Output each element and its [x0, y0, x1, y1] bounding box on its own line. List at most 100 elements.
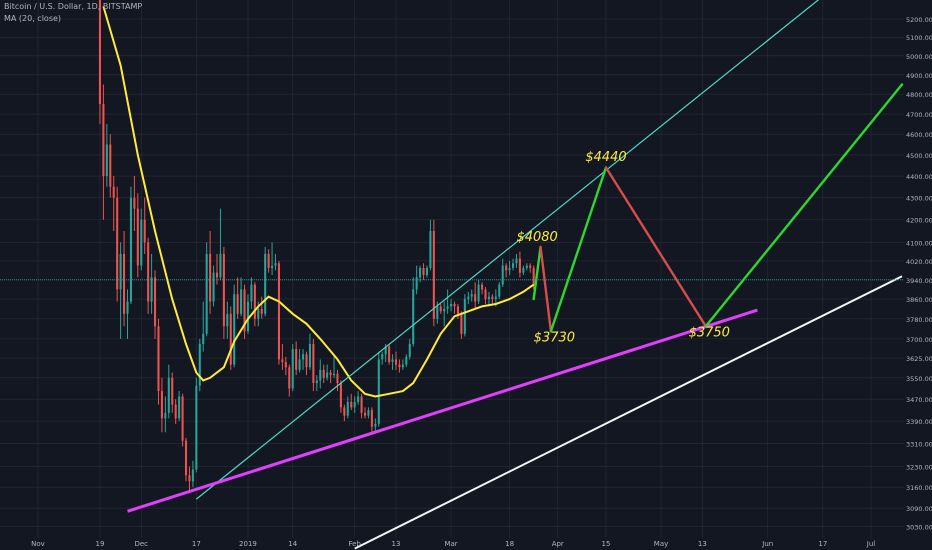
candle-body: [470, 294, 473, 297]
candle-body: [181, 396, 184, 441]
candle-body: [425, 267, 429, 276]
projection-segment-down: [539, 245, 553, 333]
candle-body: [412, 289, 415, 344]
candle-body: [288, 367, 291, 389]
candle-body: [336, 373, 339, 384]
price-annotation: $3730: [534, 330, 575, 345]
candle-body: [233, 294, 236, 365]
candle-body: [415, 277, 418, 290]
candle-body: [243, 289, 246, 332]
price-tick-label: 4900.00: [906, 72, 932, 80]
candle-body: [295, 349, 298, 370]
price-tick-label: 4500.00: [906, 152, 932, 160]
candle-body: [384, 346, 387, 355]
candle-body: [147, 242, 150, 302]
candle-body: [515, 258, 518, 264]
candle-body: [446, 306, 449, 309]
candle-body: [329, 372, 332, 376]
candle-body: [129, 197, 132, 302]
price-tick-label: 5000.00: [906, 53, 932, 61]
candle-body: [477, 284, 480, 302]
candle-body: [370, 410, 373, 427]
candle-body: [405, 356, 408, 365]
candle-body: [456, 306, 459, 314]
candle-body: [126, 301, 129, 314]
candle-body: [157, 326, 160, 392]
candle-body: [250, 284, 253, 302]
candle-body: [257, 308, 260, 319]
candle-body: [188, 475, 191, 482]
price-tick-label: 3700.00: [906, 336, 932, 344]
price-tick-label: 3390.00: [906, 418, 932, 426]
candle-body: [167, 377, 170, 413]
candle-body: [505, 265, 508, 271]
candle-body: [532, 267, 535, 285]
candle-body: [353, 401, 356, 408]
time-tick-label: 14: [288, 540, 297, 548]
candle-body: [436, 306, 439, 319]
candle-body: [284, 362, 287, 368]
candle-body: [522, 267, 525, 273]
candle-body: [463, 299, 466, 334]
candle-body: [174, 404, 177, 419]
candle-body: [443, 308, 446, 312]
candle-body: [298, 359, 301, 370]
candle-body: [474, 294, 477, 302]
price-axis[interactable]: 5200.00 5100.00 5000.00 4900.00 4800.00 4700.…: [906, 16, 932, 532]
candle-body: [339, 383, 342, 408]
projection-path: [532, 83, 904, 333]
indicator-legend: MA (20, close): [4, 14, 62, 23]
candle-body: [501, 265, 504, 285]
price-tick-label: 4200.00: [906, 217, 932, 225]
candle-body: [264, 253, 267, 314]
candle-body: [518, 258, 521, 273]
price-tick-label: 5100.00: [906, 34, 932, 42]
candle-body: [302, 354, 305, 360]
candle-body: [198, 343, 201, 386]
time-axis[interactable]: Nov 19 Dec 17 2019 14 Feb 13 Mar 18 Apr 15 May 13 Jun 1…: [31, 540, 875, 548]
candle-body: [422, 267, 425, 276]
candle-body: [391, 359, 394, 363]
candle-body: [432, 230, 435, 319]
trendlines: [127, 0, 903, 550]
trendline-support: [127, 308, 758, 513]
candle-body: [154, 277, 157, 327]
candle-body: [253, 284, 256, 319]
candle-body: [460, 313, 463, 334]
candle-body: [209, 253, 212, 302]
candle-body: [529, 265, 532, 268]
candle-body: [439, 306, 442, 312]
candle-body: [205, 253, 208, 334]
time-tick-label: May: [654, 540, 668, 548]
projection-segment-up: [532, 245, 542, 301]
candle-body: [308, 343, 311, 368]
candle-body: [281, 359, 284, 363]
candle-body: [367, 410, 370, 416]
candle-body: [346, 401, 349, 416]
price-tick-label: 5200.00: [906, 16, 932, 24]
candle-body: [267, 253, 270, 268]
candle-body: [150, 277, 153, 302]
price-tick-label: 3230.00: [906, 464, 932, 472]
candle-body: [398, 364, 401, 368]
price-tick-label: 3310.00: [906, 441, 932, 449]
time-tick-label: 13: [698, 540, 707, 548]
candle-body: [498, 284, 501, 297]
trendline-channel: [195, 0, 820, 500]
price-annotation: $4440: [585, 150, 626, 165]
candle-body: [240, 289, 243, 314]
candle-body: [511, 263, 515, 268]
candle-body: [112, 186, 115, 198]
candle-body: [312, 343, 315, 384]
time-tick-label: Apr: [552, 540, 564, 548]
candle-body: [184, 440, 188, 476]
candle-body: [123, 253, 126, 314]
time-tick-label: Feb: [348, 540, 361, 548]
time-tick-label: 15: [602, 540, 611, 548]
price-annotation: $4080: [516, 230, 557, 245]
price-tick-label: 3160.00: [906, 484, 932, 492]
candle-body: [491, 296, 494, 300]
candle-body: [525, 265, 528, 268]
candle-body: [322, 369, 325, 378]
